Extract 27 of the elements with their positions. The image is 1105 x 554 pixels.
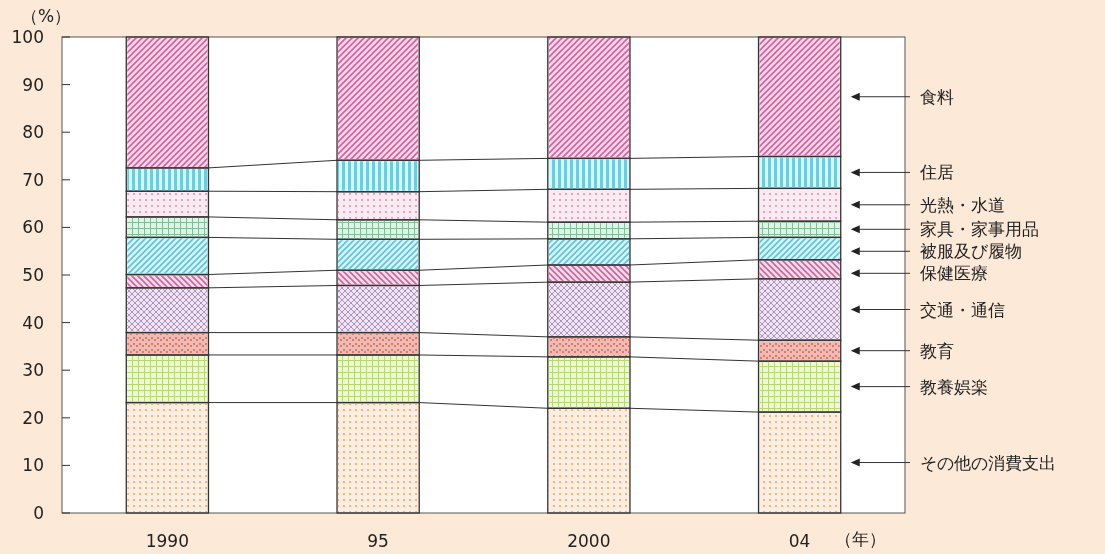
- legend-label: 食料: [920, 86, 954, 107]
- legend-label: 交通・通信: [920, 299, 1005, 320]
- y-tick-label: 100: [11, 27, 44, 47]
- y-tick-label: 90: [22, 74, 44, 95]
- legend-label: 光熱・水道: [920, 194, 1005, 215]
- y-tick-label: 40: [22, 312, 44, 333]
- legend-label: その他の消費支出: [920, 452, 1056, 473]
- y-axis-title: （%）: [20, 6, 72, 26]
- y-tick-label: 80: [22, 122, 44, 143]
- legend-label: 教育: [920, 340, 954, 361]
- legend-label: 保健医療: [920, 263, 988, 284]
- y-tick-label: 70: [22, 169, 44, 190]
- y-tick-label: 20: [22, 407, 44, 428]
- y-tick-label: 30: [22, 360, 44, 381]
- x-tick-label: 04: [788, 531, 811, 551]
- x-tick-label: 1990: [145, 531, 190, 551]
- x-tick-label: 2000: [567, 531, 611, 551]
- y-tick-label: 60: [22, 217, 44, 238]
- y-tick-label: 10: [22, 455, 44, 476]
- legend-label: 被服及び履物: [920, 241, 1022, 262]
- legend-label: 家具・家事用品: [920, 219, 1039, 240]
- y-tick-label: 0: [33, 503, 44, 523]
- legend-label: 教養娯楽: [920, 376, 988, 397]
- y-tick-label: 50: [22, 265, 44, 285]
- x-axis-title: （年）: [834, 529, 886, 549]
- legend-label: 住居: [919, 162, 954, 183]
- x-tick-label: 95: [367, 531, 389, 551]
